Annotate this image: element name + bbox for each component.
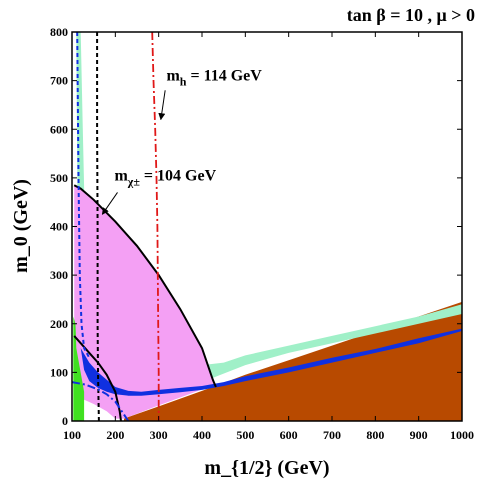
line-dark-matter-band-dashdot <box>72 381 130 421</box>
y-tick-label: 0 <box>62 414 68 428</box>
annotation-subscript: h <box>180 75 187 89</box>
annotation-arrow <box>158 90 166 121</box>
annotation-main: m <box>166 68 180 85</box>
annotation-value: = 104 GeV <box>144 167 217 184</box>
y-tick-label: 800 <box>50 25 68 39</box>
y-tick-label: 100 <box>50 365 68 379</box>
region-dark-matter-band <box>80 328 462 396</box>
line-chargino-line-solid <box>73 184 217 388</box>
x-tick-label: 300 <box>150 428 168 442</box>
y-tick-label: 600 <box>50 122 68 136</box>
x-tick-label: 800 <box>366 428 384 442</box>
chart-regions <box>73 32 462 421</box>
line-higgs-line-dashdot <box>151 32 160 421</box>
y-tick-label: 200 <box>50 317 68 331</box>
x-axis-label: m_{1/2} (GeV) <box>204 457 329 479</box>
annotation-value: = 114 GeV <box>190 68 262 85</box>
region-g-minus-2 <box>74 185 215 419</box>
region-b-to-s-gamma <box>73 316 85 421</box>
y-tick-label: 500 <box>50 171 68 185</box>
y-axis-label: m_0 (GeV) <box>10 179 32 273</box>
annotation-arrow <box>101 192 118 215</box>
x-tick-label: 600 <box>280 428 298 442</box>
x-tick-label: 1000 <box>450 428 474 442</box>
x-tick-label: 900 <box>410 428 428 442</box>
annotation-subscript: χ± <box>127 174 141 188</box>
x-axis-ticks: 100 200 300 400 500 600 700 800 900 1000 <box>63 32 474 442</box>
y-tick-label: 700 <box>50 74 68 88</box>
y-tick-label: 400 <box>50 220 68 234</box>
x-tick-label: 500 <box>236 428 254 442</box>
x-tick-label: 200 <box>106 428 124 442</box>
y-axis-ticks: 0 100 200 300 400 500 600 700 800 <box>50 25 462 428</box>
annotation-main: m <box>114 167 128 184</box>
x-tick-label: 700 <box>323 428 341 442</box>
y-tick-label: 300 <box>50 268 68 282</box>
x-tick-label: 400 <box>193 428 211 442</box>
annotation-label: mχ± = 104 GeV <box>114 167 216 188</box>
x-tick-label: 100 <box>63 428 81 442</box>
chart-title: tan β = 10 , μ > 0 <box>347 5 475 25</box>
line-dark-matter-band-dashed <box>76 32 91 359</box>
chart-lines <box>72 32 217 421</box>
annotation-label: mh = 114 GeV <box>166 68 262 89</box>
